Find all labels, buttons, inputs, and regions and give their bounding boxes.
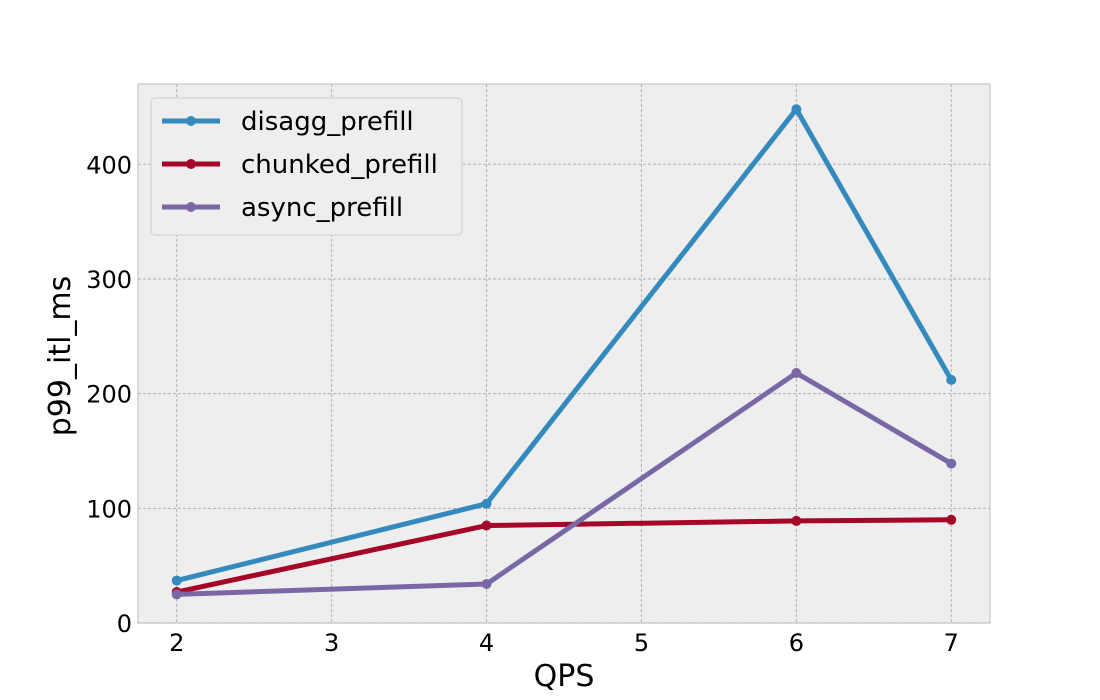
y-tick-label: 400 bbox=[86, 151, 132, 179]
data-point-async_prefill bbox=[171, 589, 182, 600]
legend-box bbox=[150, 97, 463, 236]
x-tick-label: 4 bbox=[479, 629, 494, 657]
legend-label-disagg_prefill: disagg_prefill bbox=[241, 107, 414, 137]
data-point-disagg_prefill bbox=[791, 104, 802, 115]
series-line-async_prefill bbox=[176, 370, 953, 597]
data-point-async_prefill bbox=[791, 367, 802, 378]
x-axis: 2 3 4 5 6 7 bbox=[169, 629, 959, 657]
data-point-async_prefill bbox=[481, 579, 492, 590]
data-point-disagg_prefill bbox=[946, 374, 957, 385]
data-point-chunked_prefill bbox=[946, 514, 957, 525]
series-group bbox=[171, 104, 957, 600]
data-point-chunked_prefill bbox=[791, 515, 802, 526]
data-point-disagg_prefill bbox=[171, 575, 182, 586]
y-axis: 0 100 200 300 400 bbox=[86, 151, 132, 638]
legend-label-async_prefill: async_prefill bbox=[241, 193, 403, 223]
data-point-disagg_prefill bbox=[481, 498, 492, 509]
y-tick-label: 0 bbox=[117, 610, 132, 638]
x-tick-label: 3 bbox=[324, 629, 339, 657]
legend-marker-disagg_prefill bbox=[186, 116, 196, 126]
y-tick-label: 200 bbox=[86, 381, 132, 409]
series-line-disagg_prefill bbox=[176, 106, 954, 583]
legend: disagg_prefill chunked_prefill async_prefi… bbox=[150, 97, 463, 236]
legend-marker-chunked_prefill bbox=[186, 159, 196, 169]
y-tick-label: 100 bbox=[86, 495, 132, 523]
legend-marker-async_prefill bbox=[186, 202, 196, 212]
x-axis-label: QPS bbox=[534, 659, 595, 694]
x-tick-label: 7 bbox=[944, 629, 959, 657]
data-point-chunked_prefill bbox=[481, 520, 492, 531]
x-tick-label: 6 bbox=[789, 629, 804, 657]
y-tick-label: 300 bbox=[86, 266, 132, 294]
data-point-async_prefill bbox=[946, 458, 957, 469]
legend-label-chunked_prefill: chunked_prefill bbox=[241, 150, 438, 180]
x-tick-label: 2 bbox=[169, 629, 184, 657]
y-axis-label: p99_itl_ms bbox=[43, 276, 78, 437]
x-tick-label: 5 bbox=[634, 629, 649, 657]
series-line-chunked_prefill bbox=[176, 517, 952, 595]
